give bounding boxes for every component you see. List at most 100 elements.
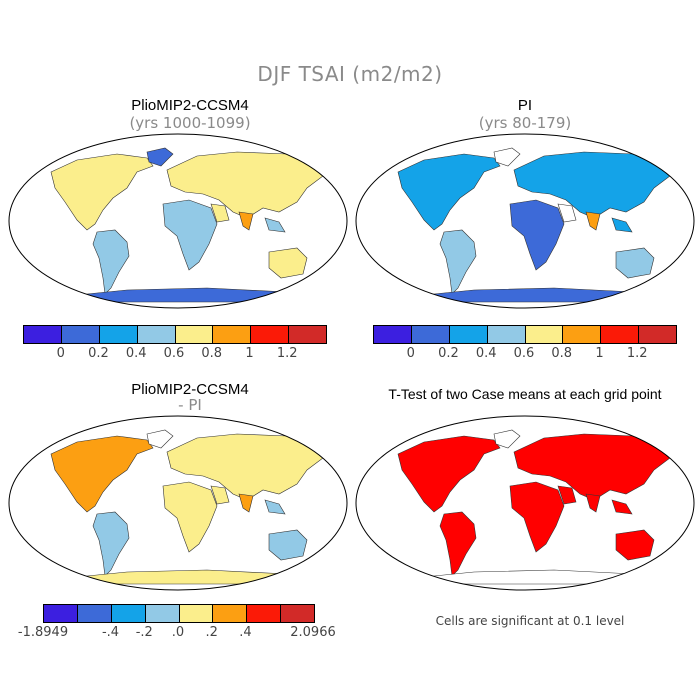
landmass-antarctica: [402, 287, 675, 303]
landmass-antarctica: [55, 287, 328, 303]
landmass-australia: [615, 529, 655, 561]
colorbar-tick-label: 0.6: [163, 346, 185, 361]
colorbar-swatch: [601, 326, 640, 343]
colorbar-tick-label: 1.2: [626, 346, 648, 361]
landmass-seasia: [264, 499, 286, 515]
colorbar-swatch: [563, 326, 602, 343]
landmass-greenland: [146, 429, 174, 449]
landmass-africa: [509, 481, 565, 553]
colorbar-tick-label: 0.8: [551, 346, 573, 361]
map-pi: [355, 133, 695, 309]
colorbar-swatch: [137, 326, 176, 343]
landmass-india: [585, 211, 601, 231]
colorbar-swatch: [289, 326, 326, 343]
colorbar-swatch: [525, 326, 564, 343]
landmass-australia: [615, 247, 655, 279]
figure-title: DJF TSAI (m2/m2): [257, 62, 443, 86]
landmass-eurasia: [513, 433, 675, 501]
colorbar-tick-label: .2: [205, 625, 218, 640]
landmass-sa: [439, 511, 477, 577]
landmass-greenland: [146, 147, 174, 167]
landmass-eurasia: [166, 151, 328, 219]
colorbar-swatch: [24, 326, 62, 343]
panel1-subtitle: (yrs 1000-1099): [129, 114, 251, 132]
colorbar-swatch: [411, 326, 450, 343]
landmass-sa: [92, 511, 130, 577]
landmass-arabia: [210, 203, 230, 223]
colorbar-swatch: [175, 326, 214, 343]
landmass-arabia: [557, 485, 577, 505]
colorbar-tick-label: -.2: [135, 625, 153, 640]
colorbar-tick-label: 1: [245, 346, 254, 361]
landmass-seasia: [264, 217, 286, 233]
colorbar-abs-left: [23, 325, 327, 344]
landmass-na: [50, 153, 154, 231]
colorbar-swatch: [374, 326, 412, 343]
colorbar-swatch: [99, 326, 138, 343]
colorbar-swatch: [179, 605, 214, 622]
colorbar-swatch: [449, 326, 488, 343]
colorbar-swatch: [281, 605, 314, 622]
panel4-title: T-Test of two Case means at each grid po…: [388, 386, 662, 402]
colorbar-swatch: [213, 326, 252, 343]
map-outline: [355, 133, 695, 309]
colorbar-tick-label: -.4: [101, 625, 120, 640]
map-outline: [8, 133, 348, 309]
landmass-africa: [509, 199, 565, 271]
landmass-india: [238, 211, 254, 231]
colorbar-tick-label: 0.6: [513, 346, 535, 361]
colorbar-swatch: [44, 605, 78, 622]
colorbar-swatch: [213, 605, 248, 622]
landmass-australia: [268, 247, 308, 279]
panel2-title: PI: [517, 97, 533, 114]
landmass-seasia: [611, 217, 633, 233]
panel3-title: PlioMIP2-CCSM4: [131, 381, 249, 398]
landmass-australia: [268, 529, 308, 561]
colorbar-tick-label: 0.4: [475, 346, 497, 361]
colorbar-swatch: [61, 326, 100, 343]
landmass-eurasia: [166, 433, 328, 501]
colorbar-tick-label: -1.8949: [17, 625, 69, 640]
landmass-na: [50, 435, 154, 513]
landmass-arabia: [557, 203, 577, 223]
map-outline: [8, 415, 348, 591]
landmass-sa: [92, 229, 130, 295]
colorbar-swatch: [77, 605, 112, 622]
landmass-india: [238, 493, 254, 513]
landmass-india: [585, 493, 601, 513]
colorbar-tick-label: 0: [406, 346, 415, 361]
map-outline: [355, 415, 695, 591]
landmass-arabia: [210, 485, 230, 505]
colorbar-tick-label: 2.0966: [290, 625, 336, 640]
landmass-na: [397, 435, 501, 513]
panel1-title: PlioMIP2-CCSM4: [131, 97, 249, 114]
panel3-subtitle: - PI: [178, 396, 202, 414]
colorbar-tick-label: 1: [595, 346, 604, 361]
landmass-seasia: [611, 499, 633, 515]
colorbar-tick-label: 0.4: [125, 346, 147, 361]
map-pliomip2-ccsm4: [8, 133, 348, 309]
map-ttest-significance: [355, 415, 695, 591]
colorbar-tick-label: 0: [56, 346, 65, 361]
colorbar-swatch: [145, 605, 180, 622]
map-difference: [8, 415, 348, 591]
colorbar-swatch: [251, 326, 290, 343]
colorbar-tick-label: 0.2: [88, 346, 109, 361]
landmass-eurasia: [513, 151, 675, 219]
panel2-subtitle: (yrs 80-179): [478, 114, 572, 132]
colorbar-tick-label: 0.8: [201, 346, 223, 361]
colorbar-abs-right: [373, 325, 677, 344]
colorbar-swatch: [111, 605, 146, 622]
colorbar-tick-label: .4: [239, 625, 252, 640]
colorbar-tick-label: 0.2: [438, 346, 459, 361]
landmass-greenland: [493, 429, 521, 449]
landmass-africa: [162, 481, 218, 553]
colorbar-diff: [43, 604, 315, 623]
landmass-antarctica: [55, 569, 328, 585]
colorbar-tick-label: 1.2: [276, 346, 298, 361]
landmass-na: [397, 153, 501, 231]
landmass-greenland: [493, 147, 521, 167]
landmass-africa: [162, 199, 218, 271]
landmass-antarctica: [402, 569, 675, 585]
colorbar-swatch: [639, 326, 676, 343]
